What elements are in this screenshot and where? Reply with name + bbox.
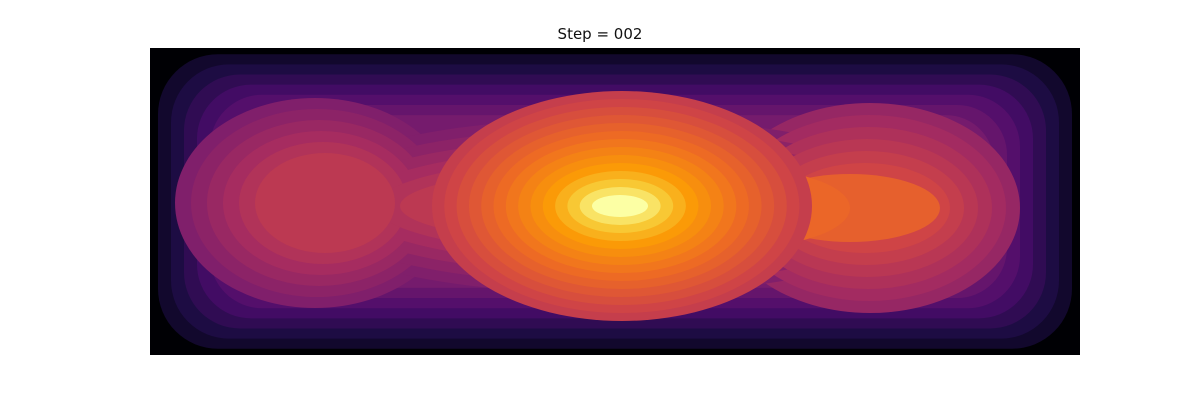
contour-layer (158, 54, 1072, 349)
center-peak-band-14 (592, 195, 648, 217)
chart-title: Step = 002 (557, 25, 643, 43)
left-lobe-band-6 (255, 153, 395, 253)
